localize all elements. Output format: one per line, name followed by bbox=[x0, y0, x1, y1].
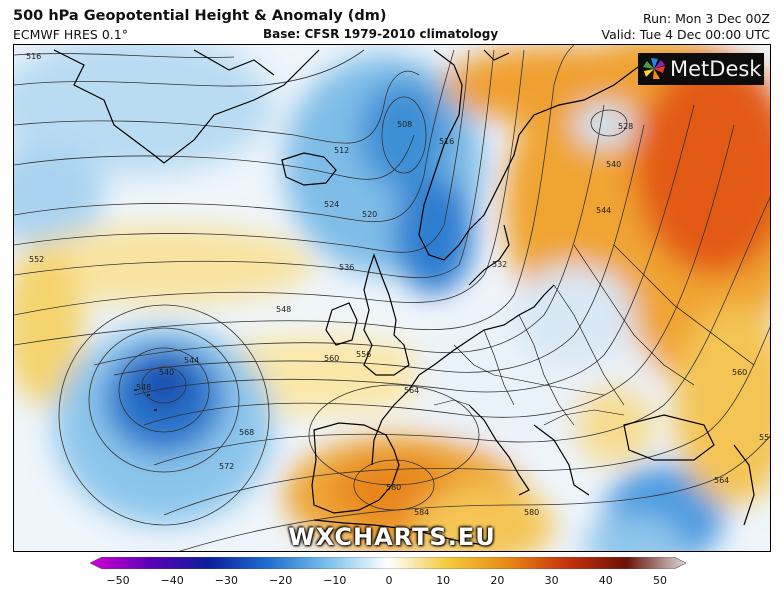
anomaly-colorbar bbox=[90, 557, 686, 569]
colorbar-tick-label: 30 bbox=[544, 574, 559, 587]
contour-label: 540 bbox=[606, 160, 621, 169]
contour-label: 572 bbox=[219, 462, 234, 471]
contour-label: 516 bbox=[439, 137, 454, 146]
contour-label: 560 bbox=[732, 368, 747, 377]
contour-label: 540 bbox=[159, 368, 174, 377]
contour-label: 568 bbox=[239, 428, 254, 437]
contour-label: 532 bbox=[492, 260, 507, 269]
contour-label: 528 bbox=[618, 122, 633, 131]
country-borders bbox=[433, 244, 755, 426]
anomaly-field bbox=[14, 45, 770, 551]
colorbar-tick-label: −20 bbox=[268, 574, 293, 587]
contour-label: 548 bbox=[136, 383, 151, 392]
metdesk-logo-text: MetDesk bbox=[670, 57, 762, 81]
coastlines bbox=[53, 49, 755, 546]
contour-label: 548 bbox=[276, 305, 291, 314]
chart-title: 500 hPa Geopotential Height & Anomaly (d… bbox=[13, 8, 387, 24]
contour-label: 552 bbox=[29, 255, 44, 264]
contour-label: 544 bbox=[184, 356, 199, 365]
metdesk-logo: MetDesk bbox=[638, 53, 764, 85]
model-label: ECMWF HRES 0.1° bbox=[13, 27, 128, 42]
colorbar-tick-label: 40 bbox=[598, 574, 613, 587]
climatology-base-label: Base: CFSR 1979-2010 climatology bbox=[263, 27, 499, 41]
colorbar-tick-label: −30 bbox=[214, 574, 238, 587]
contour-label: 512 bbox=[334, 146, 349, 155]
colorbar-tick-label: 10 bbox=[436, 574, 451, 587]
contour-label: 508 bbox=[397, 120, 412, 129]
contour-label: 524 bbox=[324, 200, 339, 209]
colorbar-tick-label: −10 bbox=[323, 574, 347, 587]
map-canvas: 516 508 528 512 516 540 524 520 532 544 552 536 548 5… bbox=[14, 45, 771, 551]
colorbar-tick-label: −50 bbox=[106, 574, 130, 587]
colorbar-tick-label: 0 bbox=[385, 574, 393, 587]
run-time-label: Run: Mon 3 Dec 00Z bbox=[642, 11, 770, 26]
valid-time-label: Valid: Tue 4 Dec 00:00 UTC bbox=[601, 27, 771, 42]
contour-label: 556 bbox=[356, 350, 371, 359]
contour-label: 584 bbox=[414, 508, 429, 517]
contour-label: 556 bbox=[759, 433, 771, 442]
colorbar-tick-label: −40 bbox=[160, 574, 184, 587]
colorbar-tick-label: 50 bbox=[653, 574, 667, 587]
metdesk-pinwheel-icon bbox=[643, 58, 665, 79]
contour-label: 544 bbox=[596, 206, 611, 215]
contour-label: 580 bbox=[524, 508, 539, 517]
contour-label: 580 bbox=[386, 483, 401, 492]
contour-label: 564 bbox=[404, 386, 419, 395]
wxcharts-watermark: WXCHARTS.EU bbox=[288, 523, 496, 551]
contour-label: 564 bbox=[714, 476, 729, 485]
contour-label: 520 bbox=[362, 210, 377, 219]
contour-label: 560 bbox=[324, 354, 339, 363]
contour-labels: 516 508 528 512 516 540 524 520 532 544 552 536 548 5… bbox=[26, 52, 771, 517]
contour-label: 536 bbox=[339, 263, 354, 272]
contour-label: 516 bbox=[26, 52, 41, 61]
height-contours bbox=[14, 45, 770, 551]
anomaly-map: 516 508 528 512 516 540 524 520 532 544 552 536 548 5… bbox=[13, 44, 771, 552]
colorbar-tick-label: 20 bbox=[490, 574, 505, 587]
